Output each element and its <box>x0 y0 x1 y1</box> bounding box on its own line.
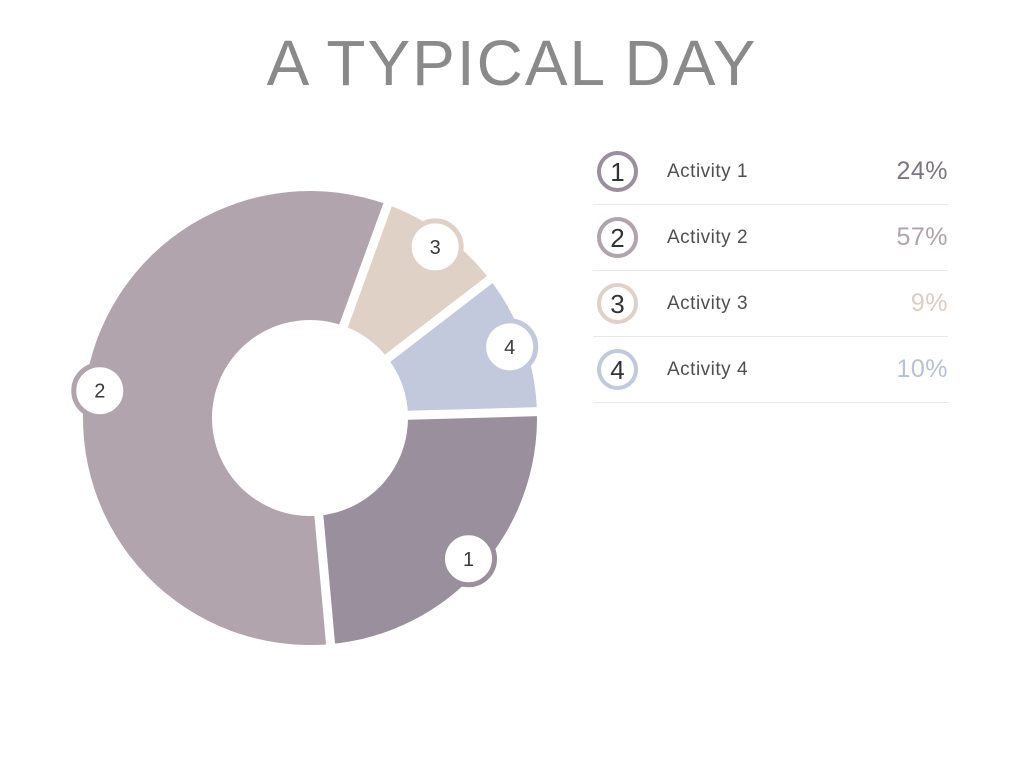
legend-percent-4: 10% <box>896 355 948 383</box>
slice-badge-number-2: 2 <box>94 381 105 403</box>
slice-badge-1 <box>440 530 498 588</box>
slice-badge-2 <box>71 362 129 420</box>
legend-number-2: 2 <box>610 222 625 253</box>
donut-chart: 3 4 1 2 <box>45 153 575 683</box>
legend-number-ring-2: 2 <box>597 217 638 258</box>
slice-badge-number-4: 4 <box>504 337 515 359</box>
legend-label-2: Activity 2 <box>667 226 749 248</box>
legend-number-ring-4: 4 <box>597 349 638 390</box>
legend-percent-1: 24% <box>896 157 948 185</box>
legend-number-ring-1: 1 <box>597 151 638 192</box>
donut-slice-4 <box>387 279 537 416</box>
legend-percent-3: 9% <box>910 289 948 317</box>
slice-gap <box>305 417 336 650</box>
donut-slice-2 <box>83 191 388 645</box>
legend-row-activity-2: 2 Activity 2 57% <box>593 205 948 271</box>
legend-number-ring-3: 3 <box>597 283 638 324</box>
legend-number-4: 4 <box>610 354 625 385</box>
legend: 1 Activity 1 24% 2 Activity 2 57% 3 Acti… <box>593 139 948 403</box>
slice-badge-number-3: 3 <box>430 237 441 259</box>
slice-badge-3 <box>406 218 464 276</box>
donut-chart-svg: 3 4 1 2 <box>71 191 543 650</box>
legend-label-3: Activity 3 <box>667 292 749 314</box>
slice-gap <box>307 272 497 422</box>
slice-badge-4 <box>481 318 539 376</box>
slice-gap <box>305 198 394 420</box>
legend-label-4: Activity 4 <box>667 358 749 380</box>
legend-number-1: 1 <box>610 156 625 187</box>
slice-badge-number-1: 1 <box>463 549 474 571</box>
slice-gap <box>309 407 543 423</box>
page-title: A TYPICAL DAY <box>266 27 758 99</box>
legend-row-activity-3: 3 Activity 3 9% <box>593 271 948 337</box>
legend-row-activity-4: 4 Activity 4 10% <box>593 337 948 403</box>
legend-label-1: Activity 1 <box>667 160 749 182</box>
legend-number-3: 3 <box>610 288 625 319</box>
legend-percent-2: 57% <box>896 223 948 251</box>
donut-slice-1 <box>318 411 537 645</box>
legend-row-activity-1: 1 Activity 1 24% <box>593 139 948 205</box>
